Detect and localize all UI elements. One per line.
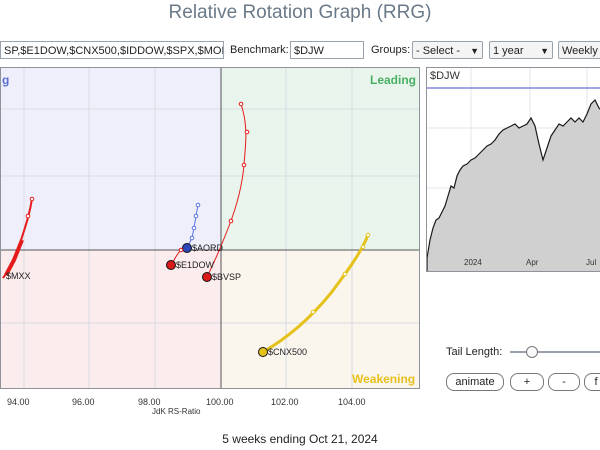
frequency-select[interactable]: Weekly <box>558 41 600 59</box>
minus-button[interactable]: - <box>548 373 580 391</box>
groups-select[interactable]: - Select - ▼ <box>412 41 483 59</box>
tail-length-slider[interactable] <box>510 346 600 358</box>
tail-bvsp <box>202 101 250 282</box>
chevron-down-icon: ▼ <box>470 46 479 56</box>
benchmark-input[interactable]: $DJW <box>290 41 364 59</box>
head-aord <box>182 243 192 253</box>
tail-mxx <box>2 196 35 279</box>
slider-track <box>510 351 600 353</box>
mini-chart-symbol: $DJW <box>430 70 460 82</box>
period-select[interactable]: 1 year ▼ <box>489 41 553 59</box>
quadrant-label-leading: Leading <box>370 73 417 87</box>
mini-x-tick: Jul <box>586 258 597 267</box>
x-tick: 94.00 <box>7 397 30 407</box>
quadrant-lagging <box>1 250 221 388</box>
quadrant-leading <box>221 68 419 250</box>
x-tick: 102.00 <box>271 397 299 407</box>
tail-e1dow <box>166 247 184 270</box>
symbols-input[interactable]: SP,$E1DOW,$CNX500,$IDDOW,$SPX,$MOEX <box>0 41 224 59</box>
date-caption: 5 weeks ending Oct 21, 2024 <box>222 432 378 446</box>
grid-lines <box>1 68 419 388</box>
frequency-select-value: Weekly <box>562 45 598 57</box>
label-bvsp: $BVSP <box>212 272 241 282</box>
x-axis-title: JdK RS-Ratio <box>152 407 201 416</box>
groups-select-value: - Select - <box>416 45 461 57</box>
x-tick: 104.00 <box>338 397 366 407</box>
x-tick: 100.00 <box>206 397 234 407</box>
head-e1dow <box>166 260 176 270</box>
quadrant-label-weakening: Weakening <box>352 372 416 386</box>
tail-length-label: Tail Length: <box>446 346 503 358</box>
tail-cnx500 <box>258 232 371 357</box>
benchmark-mini-chart: $DJW <box>426 67 600 272</box>
head-bvsp <box>202 272 212 282</box>
x-tick: 98.00 <box>138 397 161 407</box>
chevron-down-icon: ▼ <box>540 46 549 56</box>
quadrant-weakening <box>221 250 419 388</box>
page-title: Relative Rotation Graph (RRG) <box>168 2 432 23</box>
extra-button[interactable]: f <box>584 373 600 391</box>
quadrant-improving <box>1 68 221 250</box>
price-area <box>427 98 600 271</box>
groups-label: Groups: <box>371 44 411 56</box>
label-mxx: $MXX <box>6 271 31 281</box>
plus-button[interactable]: + <box>510 373 544 391</box>
x-tick: 96.00 <box>72 397 95 407</box>
mini-x-tick: Apr <box>526 258 539 267</box>
head-cnx500 <box>258 347 268 357</box>
toolbar: SP,$E1DOW,$CNX500,$IDDOW,$SPX,$MOEX Benc… <box>0 41 600 61</box>
benchmark-label: Benchmark: <box>230 44 289 56</box>
period-select-value: 1 year <box>493 45 524 57</box>
animate-button[interactable]: animate <box>446 373 504 391</box>
label-cnx500: $CNX500 <box>268 347 307 357</box>
tail-aord <box>182 202 201 253</box>
rrg-chart[interactable]: $MXX $AORD $E1DOW $BVSP $CNX500 g Leadin… <box>0 67 420 389</box>
label-aord: $AORD <box>192 243 224 253</box>
mini-x-tick: 2024 <box>464 258 482 267</box>
label-e1dow: $E1DOW <box>176 260 215 270</box>
slider-thumb[interactable] <box>526 346 538 358</box>
quadrant-label-improving: g <box>2 73 10 87</box>
